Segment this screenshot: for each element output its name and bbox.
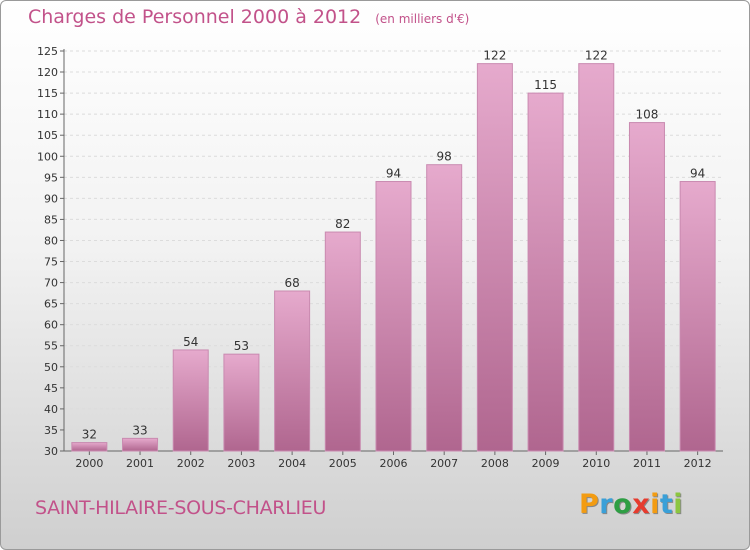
data-labels: 32 33 54 53 68 82 94 98 122 115 122 108 94 — [82, 49, 706, 442]
logo-letter: i — [673, 489, 684, 520]
bar-2004 — [274, 290, 311, 452]
bars — [71, 63, 716, 452]
x-tick-label-2012: 2012 — [684, 457, 712, 470]
logo-letter: o — [613, 489, 633, 520]
bar-2001 — [122, 437, 159, 452]
data-label-2000: 32 — [82, 428, 97, 442]
y-tick-label: 60 — [44, 319, 58, 332]
data-label-2001: 33 — [132, 423, 147, 437]
x-tick-label-2008: 2008 — [481, 457, 509, 470]
chart-title: Charges de Personnel 2000 à 2012 (en mill… — [28, 6, 469, 28]
y-tick-label: 65 — [44, 298, 58, 311]
data-label-2007: 98 — [437, 150, 452, 164]
y-tick-label: 55 — [44, 340, 58, 353]
axes: 30 35 40 45 50 55 60 65 70 75 80 85 90 95 100 105 110 115… — [37, 45, 723, 470]
x-tick-label-2000: 2000 — [75, 457, 103, 470]
y-tick-label: 105 — [37, 129, 58, 142]
y-tick-label: 95 — [44, 171, 58, 184]
x-tick-label-2007: 2007 — [430, 457, 458, 470]
x-tick-label-2001: 2001 — [126, 457, 154, 470]
data-label-2005: 82 — [335, 217, 350, 231]
y-tick-label: 125 — [37, 45, 58, 58]
y-tick-label: 80 — [44, 234, 58, 247]
data-label-2008: 122 — [483, 49, 506, 63]
y-tick-label: 120 — [37, 66, 58, 79]
y-tick-label: 100 — [37, 150, 58, 163]
logo-letter: i — [650, 489, 660, 520]
data-label-2012: 94 — [690, 167, 705, 181]
y-tick-label: 90 — [44, 192, 58, 205]
logo-letter: x — [632, 489, 651, 520]
y-tick-label: 30 — [44, 445, 58, 458]
logo-letter: P — [579, 489, 600, 520]
y-tick-label: 75 — [44, 256, 58, 269]
data-label-2004: 68 — [284, 276, 299, 290]
y-tick-label: 110 — [37, 108, 58, 121]
bar-2005 — [324, 231, 361, 452]
x-tick-label-2005: 2005 — [329, 457, 357, 470]
bar-2003 — [223, 353, 260, 452]
bar-2007 — [426, 164, 463, 452]
bar-2008 — [476, 63, 513, 452]
y-tick-label: 35 — [44, 424, 58, 437]
logo-letter: t — [659, 489, 674, 520]
bar-2009 — [527, 92, 564, 452]
x-tick-label-2002: 2002 — [177, 457, 205, 470]
bar-2006 — [375, 181, 412, 452]
data-label-2006: 94 — [386, 167, 401, 181]
x-tick-label-2011: 2011 — [633, 457, 661, 470]
x-tick-label-2003: 2003 — [227, 457, 255, 470]
y-tick-label: 115 — [37, 87, 58, 100]
y-tick-label: 50 — [44, 361, 58, 374]
y-tick-label: 70 — [44, 277, 58, 290]
place-name: SAINT-HILAIRE-SOUS-CHARLIEU — [35, 497, 327, 519]
data-label-2011: 108 — [636, 108, 659, 122]
data-label-2009: 115 — [534, 78, 557, 92]
x-tick-label-2006: 2006 — [380, 457, 408, 470]
x-tick-label-2010: 2010 — [582, 457, 610, 470]
proxiti-logo[interactable]: Proxiti — [579, 489, 683, 520]
bar-2002 — [172, 349, 209, 452]
data-label-2010: 122 — [585, 49, 608, 63]
chart-unit: (en milliers d'€) — [375, 12, 470, 26]
logo-letter: r — [599, 489, 614, 520]
data-label-2003: 53 — [234, 339, 249, 353]
x-tick-label-2009: 2009 — [532, 457, 560, 470]
bar-2012 — [679, 181, 716, 452]
bar-2011 — [628, 122, 665, 452]
x-tick-label-2004: 2004 — [278, 457, 306, 470]
y-tick-label: 40 — [44, 403, 58, 416]
bar-2010 — [578, 63, 615, 452]
bar-chart: 30 35 40 45 50 55 60 65 70 75 80 85 90 95 100 105 110 115… — [37, 45, 723, 470]
data-label-2002: 54 — [183, 335, 198, 349]
y-tick-label: 45 — [44, 382, 58, 395]
chart-title-text: Charges de Personnel 2000 à 2012 — [28, 6, 362, 28]
y-tick-label: 85 — [44, 213, 58, 226]
bar-2000 — [71, 442, 108, 452]
